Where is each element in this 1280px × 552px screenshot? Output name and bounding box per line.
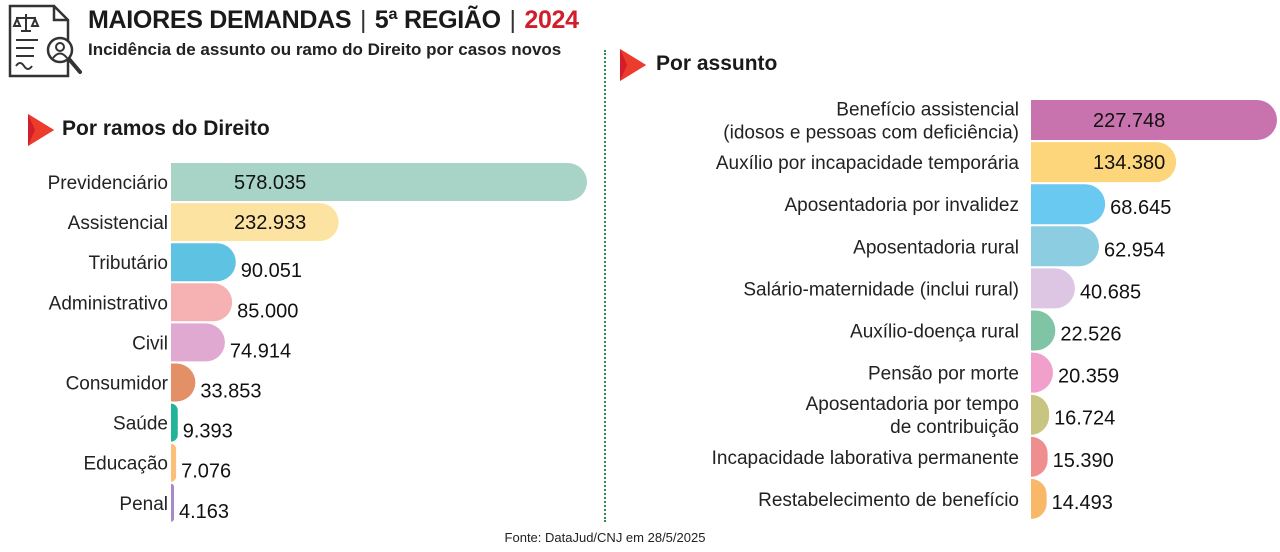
bar: [171, 323, 225, 362]
value-label: 14.493: [1052, 492, 1113, 514]
bar: [171, 363, 196, 402]
bar: [1031, 478, 1047, 519]
chart-ramos: Previdenciário 578.035 Assistencial 232.933…: [48, 163, 587, 523]
bar: [171, 483, 174, 522]
value-label: 16.724: [1054, 408, 1115, 430]
value-label: 90.051: [241, 260, 302, 282]
title-year: 2024: [524, 6, 579, 34]
value-label: 232.933: [234, 212, 306, 234]
category-label: Assistencial: [68, 213, 168, 234]
bar: [1031, 310, 1056, 351]
category-label: de contribuição: [890, 417, 1019, 438]
title-main: MAIORES DEMANDAS: [88, 6, 352, 34]
bar: [171, 203, 339, 242]
category-label: Benefício assistencial: [836, 100, 1019, 121]
category-label: Saúde: [113, 414, 168, 435]
value-label: 578.035: [234, 172, 306, 194]
value-label: 20.359: [1058, 366, 1119, 388]
category-label: Auxílio-doença rural: [850, 322, 1019, 343]
bar: [1031, 394, 1050, 435]
category-label: Salário-maternidade (inclui rural): [743, 279, 1019, 300]
value-label: 7.076: [181, 461, 231, 483]
category-label: Incapacidade laborativa permanente: [712, 448, 1019, 469]
section-title-ramos: Por ramos do Direito: [62, 117, 270, 140]
value-label: 9.393: [183, 421, 233, 443]
category-label: Auxílio por incapacidade temporária: [716, 153, 1020, 174]
section-title-assunto: Por assunto: [656, 52, 778, 75]
source-note: Fonte: DataJud/CNJ em 28/5/2025: [504, 530, 706, 545]
category-label: Tributário: [88, 253, 168, 274]
bar: [1031, 352, 1053, 393]
bar: [171, 163, 587, 201]
bar: [1031, 268, 1075, 309]
category-label: Penal: [119, 494, 168, 515]
page-subtitle: Incidência de assunto ou ramo do Direito…: [88, 40, 562, 59]
bar: [1031, 142, 1177, 183]
bar: [171, 443, 177, 482]
value-label: 33.853: [200, 381, 261, 403]
value-label: 227.748: [1093, 110, 1165, 132]
value-label: 40.685: [1080, 281, 1141, 303]
value-label: 22.526: [1060, 324, 1121, 346]
value-label: 68.645: [1110, 197, 1171, 219]
red-arrow-icon: [28, 114, 54, 146]
document-scales-search-icon: [8, 4, 82, 78]
category-label: Educação: [83, 454, 168, 475]
value-label: 74.914: [230, 340, 291, 362]
value-label: 4.163: [179, 501, 229, 523]
bar: [1031, 436, 1048, 477]
bar: [171, 403, 178, 442]
bar: [1031, 184, 1106, 225]
bar: [1031, 226, 1099, 267]
title-region: 5ª REGIÃO: [374, 6, 501, 34]
value-label: 85.000: [237, 300, 298, 322]
value-label: 15.390: [1053, 450, 1114, 472]
category-label: Administrativo: [49, 293, 168, 314]
value-label: 134.380: [1093, 152, 1165, 174]
page-title: MAIORES DEMANDAS | 5ª REGIÃO | 2024: [88, 6, 579, 35]
category-label: Previdenciário: [48, 173, 168, 194]
bar: [171, 243, 236, 282]
category-label: Aposentadoria por invalidez: [785, 195, 1020, 216]
bar: [171, 283, 233, 322]
category-label: Consumidor: [66, 374, 169, 395]
category-label: Aposentadoria rural: [853, 237, 1019, 258]
category-label: Pensão por morte: [868, 364, 1019, 385]
category-label: Civil: [132, 333, 168, 354]
title-separator: |: [359, 6, 367, 34]
category-label: Aposentadoria por tempo: [806, 394, 1019, 415]
title-separator-2: |: [509, 6, 516, 34]
category-label: Restabelecimento de benefício: [758, 490, 1019, 511]
bar: [1031, 100, 1277, 140]
value-label: 62.954: [1104, 239, 1165, 261]
section-divider: [604, 50, 606, 522]
red-arrow-icon: [620, 49, 646, 81]
category-label: (idosos e pessoas com deficiência): [723, 123, 1019, 144]
